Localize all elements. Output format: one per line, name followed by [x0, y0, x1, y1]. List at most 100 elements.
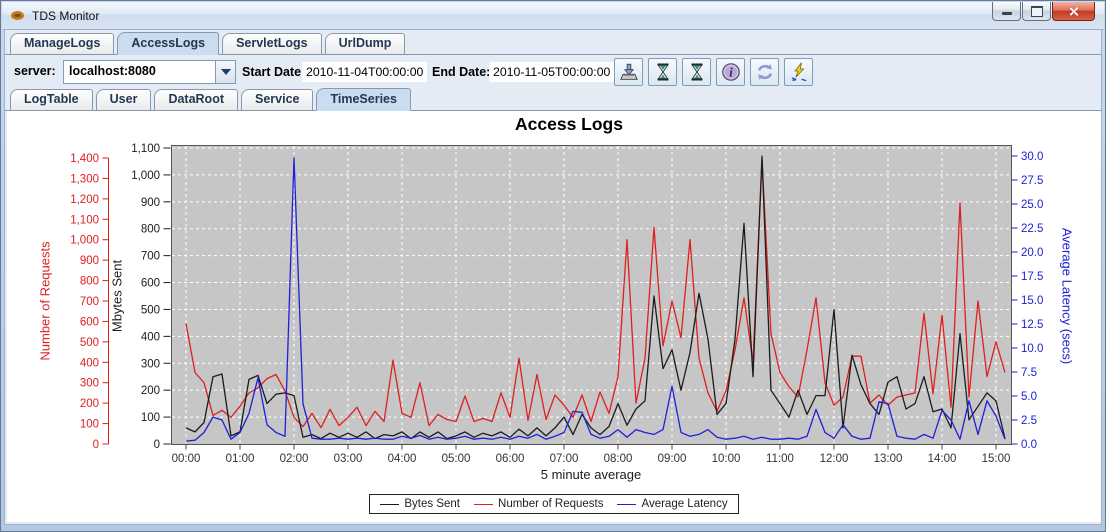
y-tick-latency: 25.0 — [1021, 199, 1043, 211]
y-tick-mbytes: 500 — [141, 304, 160, 316]
y-tick-requests: 1,000 — [70, 235, 99, 247]
y-tick-requests: 400 — [80, 357, 99, 369]
server-combobox[interactable]: localhost:8080 — [63, 60, 236, 84]
close-button[interactable] — [1052, 2, 1095, 21]
y-tick-latency: 12.5 — [1021, 319, 1043, 331]
x-tick-label: 10:00 — [712, 453, 741, 465]
y-tick-requests: 500 — [80, 337, 99, 349]
y-axis-label-mbytes: Mbytes Sent — [109, 259, 125, 333]
y-tick-latency: 15.0 — [1021, 295, 1043, 307]
save-button[interactable] — [614, 58, 643, 86]
x-tick-label: 13:00 — [874, 453, 903, 465]
hourglass-start-button[interactable] — [648, 58, 677, 86]
x-tick-label: 11:00 — [766, 453, 794, 465]
tab-user[interactable]: User — [95, 89, 152, 110]
y-tick-latency: 27.5 — [1021, 175, 1043, 187]
end-date-field[interactable]: 2010-11-05T00:00:00 — [489, 62, 615, 82]
maximize-icon — [1030, 5, 1043, 17]
tab-urldump[interactable]: UrlDump — [324, 33, 406, 54]
y-axis-label-requests: Number of Requests — [37, 241, 53, 361]
tab-timeseries[interactable]: TimeSeries — [316, 88, 411, 111]
x-tick-label: 04:00 — [388, 453, 417, 465]
toolbar-button-group: i — [614, 58, 813, 86]
y-tick-mbytes: 100 — [141, 412, 160, 424]
y-tick-requests: 0 — [93, 439, 99, 451]
window-title: TDS Monitor — [32, 8, 100, 23]
hourglass-stop-button[interactable] — [682, 58, 711, 86]
y-tick-mbytes: 300 — [141, 358, 160, 370]
x-tick-label: 08:00 — [604, 453, 633, 465]
y-tick-requests: 200 — [80, 398, 99, 410]
minimize-icon — [1001, 11, 1012, 15]
y-tick-mbytes: 0 — [154, 439, 160, 451]
sub-tab-bar: LogTable User DataRoot Service TimeSeries — [5, 88, 1101, 111]
legend-item: Bytes Sent — [380, 498, 460, 510]
legend-item: Average Latency — [617, 498, 728, 510]
y-tick-latency: 7.5 — [1021, 367, 1037, 379]
server-label: server: — [14, 64, 56, 78]
maximize-button[interactable] — [1022, 2, 1051, 21]
x-tick-label: 07:00 — [550, 453, 579, 465]
legend-item: Number of Requests — [474, 498, 603, 510]
legend-line-swatch — [617, 503, 637, 505]
y-tick-requests: 600 — [80, 316, 99, 328]
info-button[interactable]: i — [716, 58, 745, 86]
refresh-button[interactable] — [750, 58, 779, 86]
y-tick-requests: 1,400 — [70, 153, 99, 165]
series-latency — [185, 157, 1006, 442]
y-tick-mbytes: 700 — [141, 251, 160, 263]
tab-managelogs[interactable]: ManageLogs — [10, 33, 115, 54]
tab-dataroot[interactable]: DataRoot — [154, 89, 238, 110]
svg-text:i: i — [729, 65, 733, 79]
y-tick-requests: 900 — [80, 255, 99, 267]
info-icon: i — [721, 62, 741, 82]
y-tick-mbytes: 900 — [141, 197, 160, 209]
y-tick-requests: 1,200 — [70, 194, 99, 206]
legend-label: Bytes Sent — [404, 498, 461, 510]
tab-logtable[interactable]: LogTable — [10, 89, 93, 110]
tab-service[interactable]: Service — [241, 89, 314, 110]
x-tick-label: 01:00 — [226, 453, 255, 465]
y-tick-mbytes: 1,100 — [131, 143, 160, 155]
y-tick-latency: 2.5 — [1021, 415, 1037, 427]
y-tick-latency: 10.0 — [1021, 343, 1043, 355]
series-requests — [185, 159, 1006, 429]
y-tick-mbytes: 800 — [141, 224, 160, 236]
tab-servletlogs[interactable]: ServletLogs — [222, 33, 322, 54]
y-tick-requests: 1,100 — [70, 214, 99, 226]
y-tick-requests: 800 — [80, 276, 99, 288]
x-tick-label: 02:00 — [280, 453, 309, 465]
hourglass-icon — [687, 62, 707, 82]
close-icon — [1068, 6, 1079, 17]
server-combobox-arrow[interactable] — [215, 61, 235, 83]
minimize-button[interactable] — [992, 2, 1021, 21]
y-tick-latency: 22.5 — [1021, 223, 1043, 235]
download-icon — [619, 62, 639, 82]
chart-title: Access Logs — [515, 114, 623, 134]
start-date-label: Start Date: — [242, 65, 306, 79]
tab-accesslogs[interactable]: AccessLogs — [117, 32, 220, 55]
x-tick-label: 00:00 — [172, 453, 201, 465]
y-tick-requests: 300 — [80, 378, 99, 390]
end-date-label: End Date: — [432, 65, 491, 79]
server-combobox-value: localhost:8080 — [69, 64, 156, 78]
y-tick-latency: 5.0 — [1021, 391, 1037, 403]
start-date-field[interactable]: 2010-11-04T00:00:00 — [302, 62, 428, 82]
legend-line-swatch — [474, 503, 494, 505]
execute-button[interactable] — [784, 58, 813, 86]
hourglass-icon — [653, 62, 673, 82]
series-mbytes — [185, 155, 1006, 440]
app-icon — [11, 11, 24, 20]
x-tick-label: 12:00 — [820, 453, 849, 465]
y-tick-requests: 1,300 — [70, 173, 99, 185]
timeseries-plot: 0 100 200 300 400 500 600 700 800 900 1,000 1,100 1,… — [70, 143, 1043, 465]
y-tick-mbytes: 600 — [141, 278, 160, 290]
y-tick-mbytes: 1,000 — [131, 170, 160, 182]
y-tick-mbytes: 200 — [141, 385, 160, 397]
y-tick-latency: 17.5 — [1021, 271, 1043, 283]
x-tick-label: 06:00 — [496, 453, 525, 465]
legend-row: Bytes Sent Number of Requests Average Late… — [7, 494, 1101, 514]
title-bar[interactable]: TDS Monitor — [2, 2, 1104, 30]
x-tick-label: 03:00 — [334, 453, 363, 465]
lightning-icon — [789, 62, 809, 82]
